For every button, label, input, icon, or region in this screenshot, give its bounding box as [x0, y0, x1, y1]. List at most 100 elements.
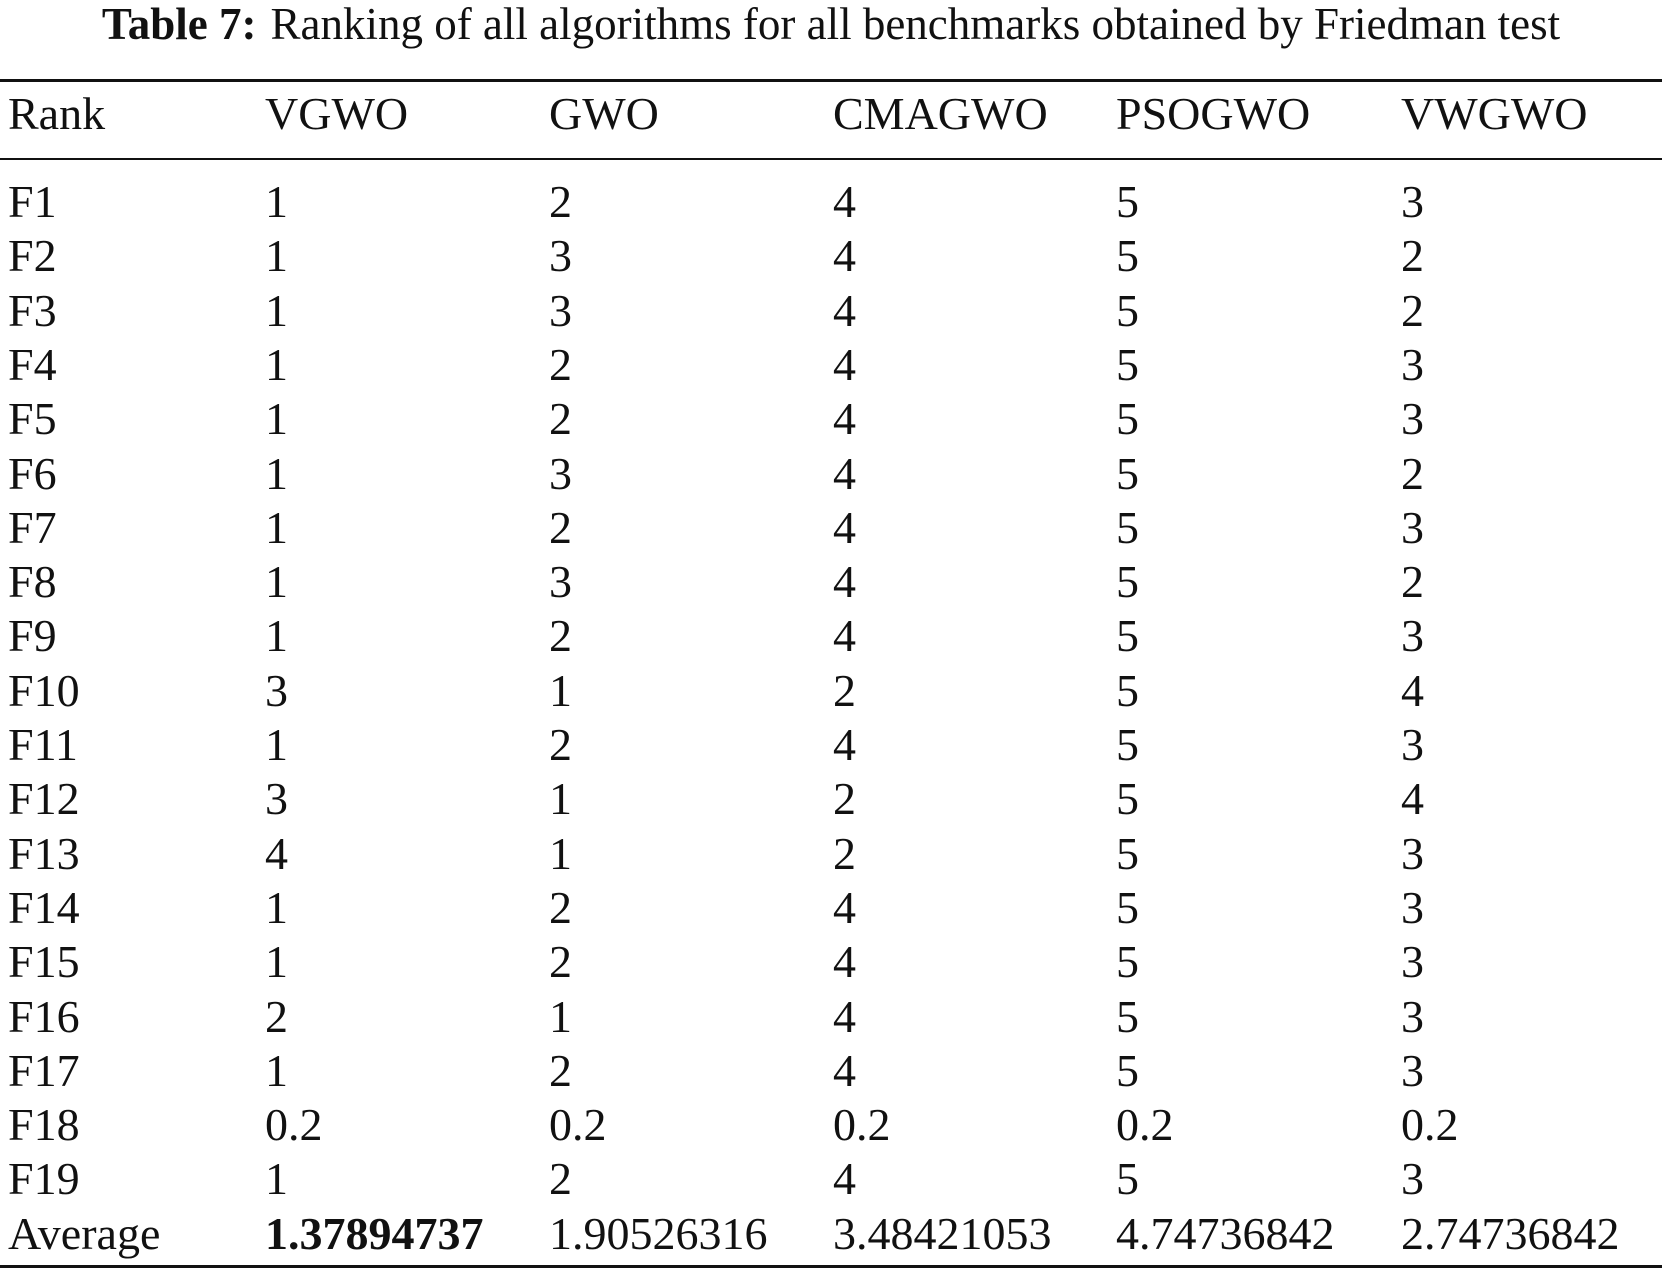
rank-cell: 4: [833, 176, 856, 227]
rank-cell: 5: [1116, 990, 1139, 1042]
rank-cell: 2: [549, 338, 572, 390]
rank-cell: 0.2: [833, 1099, 891, 1151]
rank-cell: 2: [1401, 230, 1424, 282]
row-label: F3: [8, 284, 57, 336]
row-label: F14: [8, 881, 80, 933]
rank-cell: 4: [833, 936, 856, 988]
rank-cell: 4: [833, 230, 856, 282]
rank-cell: 5: [1116, 556, 1139, 608]
rank-cell: 4: [833, 501, 856, 553]
rank-cell: 3: [1401, 881, 1424, 933]
rank-cell: 1: [265, 338, 288, 390]
rank-cell: 4: [833, 447, 856, 499]
rank-cell: 2: [549, 393, 572, 445]
rank-cell: 1: [549, 664, 572, 716]
rank-cell: 4: [833, 990, 856, 1042]
row-label: F15: [8, 936, 80, 988]
rank-cell: 5: [1116, 610, 1139, 662]
header-cell: VWGWO: [1401, 88, 1588, 139]
row-label: F16: [8, 990, 80, 1042]
rank-cell: 3: [1401, 393, 1424, 445]
rank-cell: 2: [833, 664, 856, 716]
row-label: F17: [8, 1044, 80, 1096]
rank-cell: 3: [265, 664, 288, 716]
rank-cell: 5: [1116, 230, 1139, 282]
rank-cell: 2: [549, 176, 572, 227]
rank-cell: 1: [265, 230, 288, 282]
rank-cell: 2: [833, 827, 856, 879]
rank-cell: 3: [1401, 501, 1424, 553]
rank-cell: 3: [1401, 719, 1424, 770]
rank-cell: 1: [265, 1044, 288, 1096]
rank-cell: 3: [549, 284, 572, 336]
row-label: F7: [8, 501, 57, 553]
rank-cell: 1: [265, 447, 288, 499]
rank-cell: 5: [1116, 176, 1139, 227]
rank-cell: 2: [549, 1153, 572, 1205]
rank-cell: 4: [833, 284, 856, 336]
rank-cell: 4: [1401, 664, 1424, 716]
rank-cell: 1: [549, 773, 572, 825]
rank-cell: 5: [1116, 664, 1139, 716]
rank-cell: 5: [1116, 1153, 1139, 1205]
caption-label: Table 7:: [101, 0, 257, 49]
row-label: F10: [8, 664, 80, 716]
header-cell: CMAGWO: [833, 88, 1048, 139]
rank-cell: 4: [833, 1044, 856, 1096]
rank-cell: 2: [1401, 447, 1424, 499]
rank-cell: 1: [549, 827, 572, 879]
row-label: F5: [8, 393, 57, 445]
row-label: F8: [8, 556, 57, 608]
rank-cell: 3: [1401, 610, 1424, 662]
rank-cell: 1: [265, 556, 288, 608]
average-cell: 1.90526316: [549, 1207, 768, 1259]
rank-cell: 5: [1116, 447, 1139, 499]
row-label: F18: [8, 1099, 80, 1151]
rank-cell: 3: [265, 773, 288, 825]
rank-cell: 1: [265, 881, 288, 933]
rank-cell: 5: [1116, 773, 1139, 825]
rank-cell: 3: [1401, 176, 1424, 227]
rank-cell: 4: [833, 610, 856, 662]
rank-cell: 5: [1116, 284, 1139, 336]
rank-cell: 5: [1116, 501, 1139, 553]
rank-cell: 4: [833, 393, 856, 445]
row-label: F13: [8, 827, 80, 879]
rank-cell: 5: [1116, 881, 1139, 933]
rank-cell: 2: [549, 881, 572, 933]
average-cell: 4.74736842: [1116, 1207, 1335, 1259]
rank-cell: 4: [265, 827, 288, 879]
rank-cell: 5: [1116, 393, 1139, 445]
rank-cell: 3: [1401, 1153, 1424, 1205]
rank-cell: 4: [833, 1153, 856, 1205]
rank-cell: 5: [1116, 1044, 1139, 1096]
rank-cell: 4: [833, 556, 856, 608]
rank-cell: 4: [1401, 773, 1424, 825]
row-label: F1: [8, 176, 57, 227]
rank-cell: 1: [265, 1153, 288, 1205]
top-rule: [0, 79, 1662, 82]
rank-cell: 5: [1116, 827, 1139, 879]
rank-cell: 3: [1401, 936, 1424, 988]
rank-cell: 3: [549, 556, 572, 608]
header-cell: PSOGWO: [1116, 88, 1311, 139]
rank-cell: 0.2: [1401, 1099, 1459, 1151]
average-cell: 2.74736842: [1401, 1207, 1620, 1259]
caption-text: Ranking of all algorithms for all benchm…: [270, 0, 1561, 49]
row-label: F19: [8, 1153, 80, 1205]
rank-cell: 5: [1116, 719, 1139, 770]
rank-cell: 1: [265, 284, 288, 336]
rank-cell: 1: [265, 393, 288, 445]
rank-cell: 2: [549, 610, 572, 662]
rank-cell: 0.2: [549, 1099, 607, 1151]
rank-cell: 1: [265, 176, 288, 227]
header-cell: Rank: [8, 88, 106, 139]
row-label: F6: [8, 447, 57, 499]
rank-cell: 3: [1401, 827, 1424, 879]
rank-cell: 1: [549, 990, 572, 1042]
row-label: F2: [8, 230, 57, 282]
rank-cell: 2: [1401, 284, 1424, 336]
rank-cell: 2: [549, 719, 572, 770]
header-cell: VGWO: [265, 88, 409, 139]
table-caption: Table 7: Ranking of all algorithms for al…: [0, 0, 1662, 48]
